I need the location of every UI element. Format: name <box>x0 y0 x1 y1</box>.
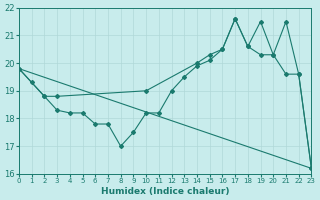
X-axis label: Humidex (Indice chaleur): Humidex (Indice chaleur) <box>101 187 229 196</box>
